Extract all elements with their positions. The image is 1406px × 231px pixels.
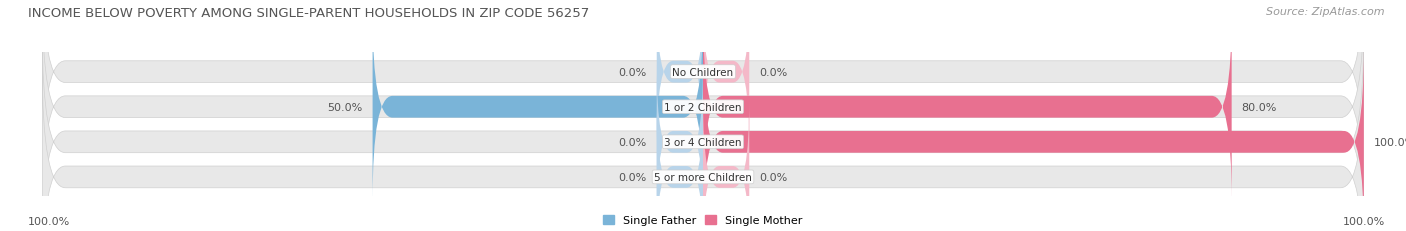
FancyBboxPatch shape [373, 13, 703, 201]
Text: 3 or 4 Children: 3 or 4 Children [664, 137, 742, 147]
FancyBboxPatch shape [703, 13, 1232, 201]
FancyBboxPatch shape [703, 0, 749, 149]
Text: 100.0%: 100.0% [1343, 216, 1385, 226]
FancyBboxPatch shape [703, 101, 749, 231]
Text: 5 or more Children: 5 or more Children [654, 172, 752, 182]
FancyBboxPatch shape [42, 31, 1364, 231]
FancyBboxPatch shape [703, 48, 1364, 231]
Text: 0.0%: 0.0% [759, 67, 787, 77]
Text: 100.0%: 100.0% [28, 216, 70, 226]
FancyBboxPatch shape [657, 101, 703, 231]
Text: No Children: No Children [672, 67, 734, 77]
Legend: Single Father, Single Mother: Single Father, Single Mother [603, 215, 803, 225]
FancyBboxPatch shape [42, 0, 1364, 219]
Text: 50.0%: 50.0% [328, 102, 363, 112]
Text: 0.0%: 0.0% [619, 172, 647, 182]
FancyBboxPatch shape [657, 66, 703, 219]
Text: 0.0%: 0.0% [619, 67, 647, 77]
FancyBboxPatch shape [42, 66, 1364, 231]
Text: 0.0%: 0.0% [759, 172, 787, 182]
Text: 1 or 2 Children: 1 or 2 Children [664, 102, 742, 112]
FancyBboxPatch shape [657, 0, 703, 149]
Text: INCOME BELOW POVERTY AMONG SINGLE-PARENT HOUSEHOLDS IN ZIP CODE 56257: INCOME BELOW POVERTY AMONG SINGLE-PARENT… [28, 7, 589, 20]
Text: 80.0%: 80.0% [1241, 102, 1277, 112]
Text: 100.0%: 100.0% [1374, 137, 1406, 147]
Text: Source: ZipAtlas.com: Source: ZipAtlas.com [1267, 7, 1385, 17]
Text: 0.0%: 0.0% [619, 137, 647, 147]
FancyBboxPatch shape [42, 0, 1364, 184]
